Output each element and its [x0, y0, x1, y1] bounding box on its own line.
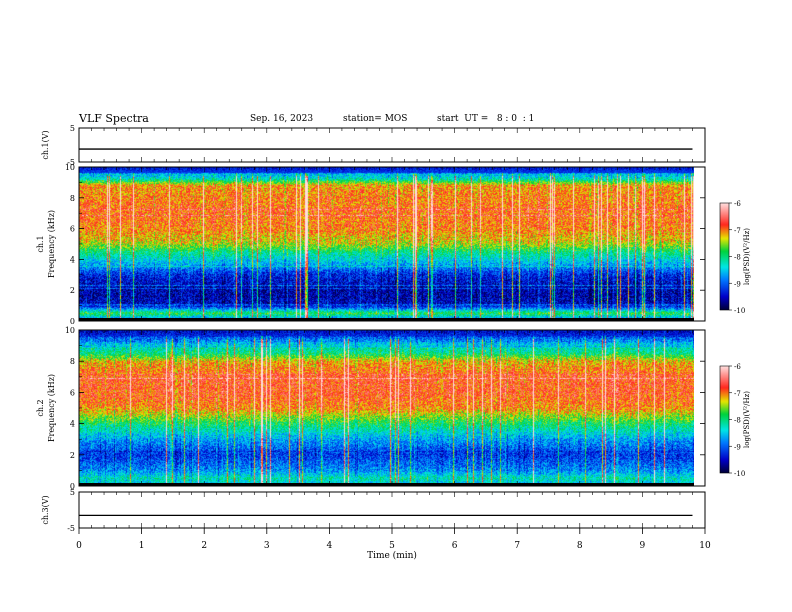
colorbar-1-label: log(PSD)(V²/Hz)	[743, 228, 751, 285]
colorbar-1-tick-label: -10	[734, 307, 745, 315]
panel-2-ytick-label: 8	[70, 357, 75, 366]
panel-3-ytick-label: 5	[70, 488, 75, 497]
colorbar-1-tick-label: -9	[734, 280, 741, 288]
panel-2-ytick-label: 6	[70, 388, 75, 397]
panel-1-ylabel: Frequency (kHz)	[47, 210, 56, 278]
panel-0-ytick-label: 5	[70, 124, 75, 133]
panel-3-frame	[78, 491, 706, 529]
panel-2-ylabel: Frequency (kHz)	[47, 374, 56, 442]
xtick-label: 9	[640, 541, 646, 551]
axes-layer	[78, 127, 732, 534]
panel-2-ytick-label: 2	[70, 451, 75, 460]
panel-0-ytick-label: -5	[67, 158, 75, 167]
panel-3-ylabel: ch.3(V)	[41, 495, 50, 524]
colorbar-2-tick-label: -9	[734, 443, 741, 451]
station-label: station= MOS	[343, 114, 408, 124]
colorbar-1-tick-label: -8	[734, 254, 741, 262]
xtick-label: 2	[201, 541, 207, 551]
ch2-spectrogram-baseline-band	[79, 483, 694, 486]
panel-2-ytick-label: 4	[70, 420, 75, 429]
panel-1-ytick-label: 6	[70, 225, 75, 234]
xtick-label: 8	[577, 541, 583, 551]
figure-title: VLF Spectra	[79, 112, 149, 125]
colorbar-2-tick-label: -8	[734, 417, 741, 425]
panel-1-ytick-label: 0	[70, 317, 75, 326]
line-layer	[79, 148, 693, 517]
start-time-label: start UT = 8 : 0 : 1	[437, 114, 535, 124]
spectrogram-layer	[79, 167, 729, 486]
x-axis-label: Time (min)	[367, 550, 417, 561]
panel-1-ytick-label: 8	[70, 194, 75, 203]
xtick-label: 5	[389, 541, 395, 551]
colorbar-2-label: log(PSD)(V²/Hz)	[743, 391, 751, 448]
xtick-label: 1	[139, 541, 145, 551]
panel-2-ytick-label: 0	[70, 482, 75, 491]
panel-0-ylabel: ch.1(V)	[41, 130, 50, 159]
ch1-spectrogram-image	[79, 167, 694, 321]
colorbar-2-tick-label: -6	[734, 363, 741, 371]
panel-2-ylabel-channel: ch.2	[36, 399, 45, 416]
date-label: Sep. 16, 2023	[250, 114, 314, 124]
colorbar-1-tick-label: -7	[734, 227, 741, 235]
panel-3-ytick-label: -5	[67, 524, 75, 533]
panel-1-ytick-label: 4	[70, 255, 75, 264]
colorbar-2-tick-label: -7	[734, 390, 741, 398]
panel-2-ytick-label: 10	[65, 326, 75, 335]
colorbar-2-tick-label: -10	[734, 470, 745, 478]
xtick-label: 7	[514, 541, 520, 551]
xtick-label: 6	[452, 541, 458, 551]
colorbar-1-tick-label: -6	[734, 200, 741, 208]
text-layer: -6 -7 -8 -9 -10 log(PSD)(V²/Hz) -6 -7 -8 -9 -10 log…	[36, 124, 751, 561]
ch2-spectrogram-image	[79, 330, 694, 486]
xtick-label: 4	[327, 541, 333, 551]
panel-1-ytick-label: 2	[70, 286, 75, 295]
panel-1-ylabel-channel: ch.1	[36, 235, 45, 252]
colorbar-2-gradient	[720, 366, 729, 473]
panel-0-frame	[78, 127, 706, 163]
xtick-label: 0	[76, 541, 82, 551]
colorbar-1-gradient	[720, 203, 729, 310]
panel-1-ytick-label: 10	[65, 163, 75, 172]
xtick-label: 10	[699, 541, 711, 551]
xtick-label: 3	[264, 541, 270, 551]
ch1-spectrogram-baseline-band	[79, 318, 694, 321]
